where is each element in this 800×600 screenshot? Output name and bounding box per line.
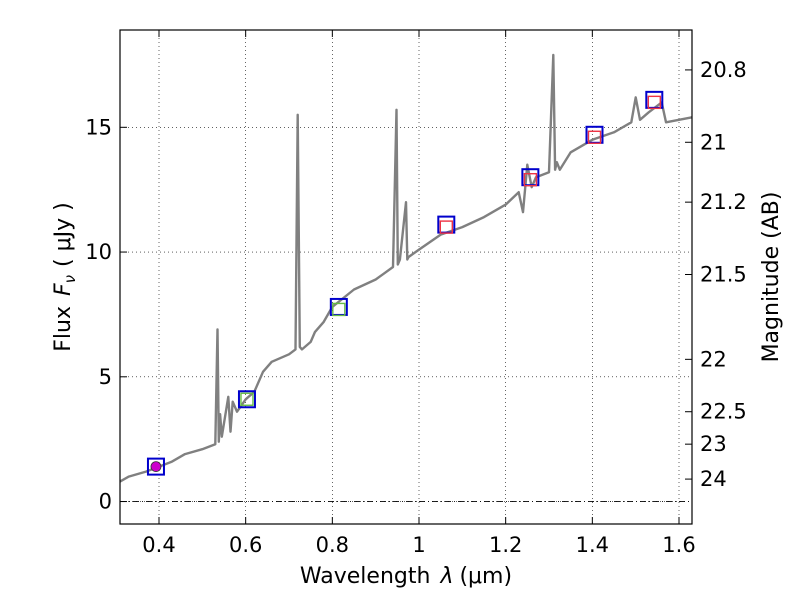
plot-frame: [119, 29, 693, 525]
x-axis-label: Wavelength λ (μm): [300, 564, 512, 589]
y-tick-label: 0: [99, 490, 112, 514]
observed-flux-marker: [332, 302, 346, 317]
right-tick-label: 23: [700, 432, 727, 456]
x-tick-label: 0.8: [316, 533, 349, 557]
model-flux-marker: [237, 390, 256, 409]
right-axis-ticks: 20.8 21 21.2 21.5 22 22.5 23 24: [685, 58, 747, 491]
y-axis-label: FluxFν( μJy ): [51, 202, 79, 351]
y-tick-label: 10: [85, 240, 112, 264]
right-tick-label: 21.5: [700, 263, 747, 287]
x-axis-ticks: 0.4 0.6 0.8 1 1.2 1.4 1.6: [142, 30, 696, 557]
spectrum-line: [119, 53, 693, 483]
x-tick-label: 1.2: [489, 533, 522, 557]
observed-flux-marker: [587, 130, 602, 144]
spectrum-layer: [119, 53, 693, 483]
x-tick-label: 0.4: [142, 533, 175, 557]
observed-flux-marker: [439, 220, 453, 234]
photometry-layer: [146, 90, 664, 476]
observed-flux-marker: [150, 461, 162, 473]
right-tick-label: 24: [700, 467, 727, 491]
right-tick-label: 21: [700, 130, 727, 154]
y-tick-label: 15: [85, 115, 112, 139]
right-axis-label: Magnitude (AB): [759, 192, 784, 363]
right-tick-label: 20.8: [700, 58, 747, 82]
observed-flux-marker: [647, 95, 661, 110]
x-tick-label: 1: [412, 533, 425, 557]
x-tick-label: 1.6: [662, 533, 695, 557]
right-tick-label: 22: [700, 347, 727, 371]
right-tick-label: 21.2: [700, 190, 747, 214]
x-tick-label: 0.6: [229, 533, 262, 557]
model-flux-marker: [146, 457, 165, 476]
x-tick-label: 1.4: [576, 533, 609, 557]
y-tick-label: 5: [99, 365, 112, 389]
right-tick-label: 22.5: [700, 400, 747, 424]
observed-flux-marker: [523, 172, 538, 187]
y-axis-ticks: 0 5 10 15: [85, 115, 127, 514]
observed-flux-marker: [240, 392, 254, 406]
